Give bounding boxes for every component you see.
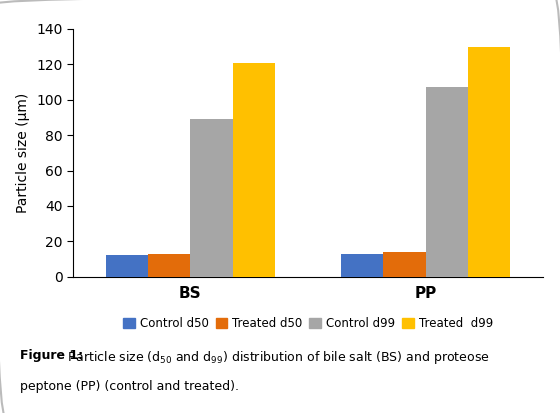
Text: Particle size ($\mathregular{d_{50}}$ and $\mathregular{d_{99}}$) distribution o: Particle size ($\mathregular{d_{50}}$ an…	[64, 349, 490, 366]
Bar	[383, 252, 426, 277]
Text: peptone (PP) (control and treated).: peptone (PP) (control and treated).	[20, 380, 239, 393]
Bar	[426, 87, 468, 277]
Legend: Control d50, Treated d50, Control d99, Treated  d99: Control d50, Treated d50, Control d99, T…	[118, 312, 498, 335]
Y-axis label: Particle size (µm): Particle size (µm)	[16, 93, 30, 213]
Bar	[341, 254, 383, 277]
Bar	[106, 256, 148, 277]
Bar	[233, 62, 275, 277]
Bar	[148, 254, 190, 277]
Bar	[468, 47, 510, 277]
Bar	[190, 119, 233, 277]
Text: Figure 1:: Figure 1:	[20, 349, 83, 362]
